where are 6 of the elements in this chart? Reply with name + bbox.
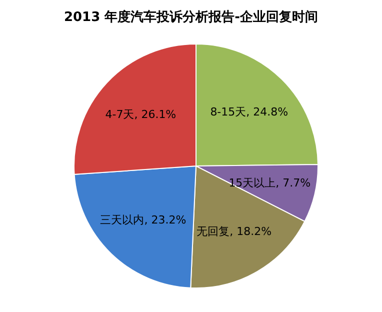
slice-label: 15天以上, 7.7% (228, 176, 311, 190)
slice-label: 4-7天, 26.1% (105, 108, 176, 121)
slice-label: 8-15天, 24.8% (210, 106, 288, 119)
slice-label: 无回复, 18.2% (196, 224, 272, 238)
slice-label: 三天以内, 23.2% (100, 214, 186, 227)
chart-title: 2013 年度汽车投诉分析报告-企业回复时间 (62, 8, 320, 26)
